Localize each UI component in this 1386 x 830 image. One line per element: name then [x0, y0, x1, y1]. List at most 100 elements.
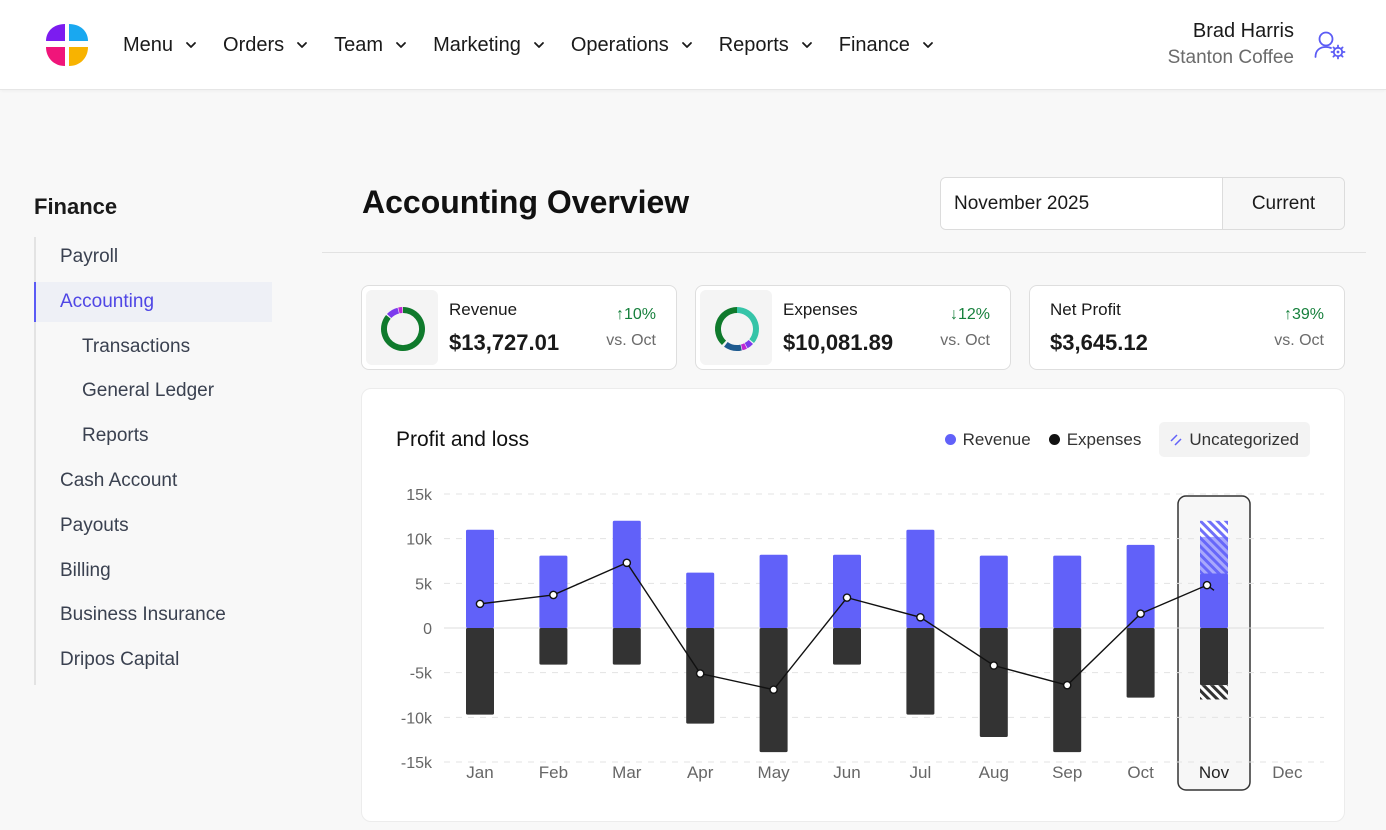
metric-card-expenses[interactable]: Expenses $10,081.89 ↓12% vs. Oct [695, 285, 1011, 370]
sidebar-item-payroll[interactable]: Payroll [60, 246, 119, 267]
revenue-bar[interactable] [1200, 573, 1228, 628]
expense-bar[interactable] [1200, 628, 1228, 686]
x-tick-label: Jan [466, 763, 493, 782]
expense-bar[interactable] [1053, 628, 1082, 753]
nav-item-operations[interactable]: Operations [571, 34, 693, 57]
x-tick-label: Sep [1052, 763, 1082, 782]
net-profit-point[interactable] [475, 599, 485, 609]
chevron-down-icon [396, 42, 406, 48]
nav-item-reports[interactable]: Reports [719, 34, 813, 57]
sidebar-item-billing[interactable]: Billing [60, 559, 111, 581]
legend-expenses-label: Expenses [1066, 429, 1142, 449]
expense-bar[interactable] [612, 628, 641, 665]
nav-item-label: Marketing [433, 33, 521, 56]
uncategorized-expense-bar[interactable] [1200, 685, 1228, 700]
sidebar-item-reports[interactable]: Reports [82, 425, 149, 447]
nav-item-menu[interactable]: Menu [123, 34, 197, 57]
metric-comparison: vs. Oct [606, 332, 656, 349]
metric-label: Expenses [783, 300, 858, 319]
page-title: Accounting Overview [362, 184, 690, 220]
net-profit-point[interactable] [695, 669, 705, 678]
net-profit-point[interactable] [842, 593, 852, 602]
x-tick-label: May [758, 763, 791, 782]
nav-item-label: Reports [718, 33, 789, 56]
metric-label: Revenue [449, 300, 518, 319]
net-profit-point[interactable] [549, 590, 558, 600]
y-tick-label: 5k [415, 576, 433, 593]
metric-value: $13,727.01 [449, 330, 560, 355]
metric-value: $3,645.12 [1050, 330, 1148, 355]
revenue-bar[interactable] [612, 520, 641, 628]
net-profit-point[interactable] [1202, 580, 1212, 590]
net-profit-point[interactable] [622, 558, 632, 568]
period-input[interactable] [941, 178, 1222, 229]
net-profit-point[interactable] [1136, 609, 1145, 619]
logo-flower-icon[interactable] [44, 22, 90, 68]
period-selector: Current [940, 177, 1345, 230]
nav-item-marketing[interactable]: Marketing [433, 34, 545, 57]
legend-revenue[interactable]: Revenue [944, 430, 1031, 450]
header-divider [322, 252, 1366, 253]
revenue-bar[interactable] [906, 529, 935, 628]
net-profit-point[interactable] [916, 612, 925, 622]
revenue-bar[interactable] [833, 554, 861, 628]
revenue-bar[interactable] [759, 554, 788, 628]
net-profit-line [479, 561, 1215, 691]
legend-uncategorized[interactable]: Uncategorized [1159, 422, 1310, 457]
nav-item-orders[interactable]: Orders [223, 34, 308, 57]
metric-delta: ↑10% [616, 306, 656, 324]
top-navigation: Menu Orders Team Marketing Operations Reports… [0, 0, 1386, 90]
sidebar-item-general-ledger[interactable]: General Ledger [82, 380, 215, 402]
current-period-button[interactable]: Current [1222, 178, 1344, 229]
expenses-donut-icon [715, 307, 759, 351]
metric-delta-value: 39% [1291, 306, 1324, 323]
metric-card-net_profit[interactable]: Net Profit $3,645.12 ↑39% vs. Oct [1029, 285, 1345, 370]
sidebar-item-payouts[interactable]: Payouts [60, 514, 129, 536]
chevron-down-icon [681, 42, 692, 48]
net-profit-point[interactable] [1062, 680, 1072, 690]
sidebar-item-business-insurance[interactable]: Business Insurance [60, 604, 226, 626]
chevron-down-icon [297, 42, 308, 48]
profit-loss-chart: 15k 10k 5k 0 -5k -10k -15k Jan Feb Mar Apr May Jun Ju… [401, 487, 1324, 791]
metric-delta-value: 12% [957, 306, 990, 323]
metric-card-revenue[interactable]: Revenue $13,727.01 ↑10% vs. Oct [361, 285, 677, 370]
revenue-bar[interactable] [1126, 544, 1155, 628]
metric-delta: ↑39% [1284, 306, 1324, 324]
nav-item-team[interactable]: Team [334, 34, 407, 57]
user-info[interactable]: Brad Harris Stanton Coffee [1168, 18, 1294, 72]
expense-bar[interactable] [1126, 628, 1155, 698]
donut-container [366, 290, 438, 365]
metric-comparison: vs. Oct [940, 332, 990, 349]
legend-expenses[interactable]: Expenses [1048, 429, 1142, 450]
user-settings-icon[interactable] [1314, 30, 1346, 60]
y-tick-label: -15k [401, 755, 433, 772]
nav-item-label: Operations [570, 33, 669, 56]
revenue-bar[interactable] [979, 555, 1008, 628]
y-tick-label: 15k [406, 487, 433, 504]
profit-loss-panel: Profit and loss Revenue Expenses Uncateg… [361, 388, 1345, 822]
y-tick-label: -5k [410, 666, 433, 683]
net-profit-point[interactable] [989, 661, 999, 670]
revenue-bar[interactable] [686, 572, 715, 628]
sidebar-item-cash-account[interactable]: Cash Account [60, 469, 178, 491]
chart-title: Profit and loss [396, 428, 530, 451]
revenue-bar[interactable] [1053, 555, 1082, 628]
x-tick-label: Apr [687, 763, 714, 782]
expense-bar[interactable] [906, 628, 935, 715]
sidebar-item-dripos-capital[interactable]: Dripos Capital [60, 649, 180, 671]
expense-bar[interactable] [466, 628, 494, 715]
expense-bar[interactable] [979, 628, 1008, 737]
nav-item-finance[interactable]: Finance [839, 34, 934, 57]
net-profit-point[interactable] [769, 685, 778, 694]
chart-legend: Revenue Expenses Uncategorized [927, 422, 1310, 457]
chevron-down-icon [801, 42, 812, 48]
expense-bar[interactable] [833, 628, 861, 665]
sidebar-item-accounting[interactable]: Accounting [34, 281, 272, 322]
revenue-bar[interactable] [466, 529, 494, 628]
x-tick-label: Mar [612, 763, 642, 782]
sidebar-title: Finance [34, 194, 118, 219]
user-name: Brad Harris [1192, 20, 1294, 42]
sidebar-item-transactions[interactable]: Transactions [82, 335, 191, 357]
expense-bar[interactable] [539, 628, 568, 665]
x-tick-label: Jun [833, 763, 860, 782]
